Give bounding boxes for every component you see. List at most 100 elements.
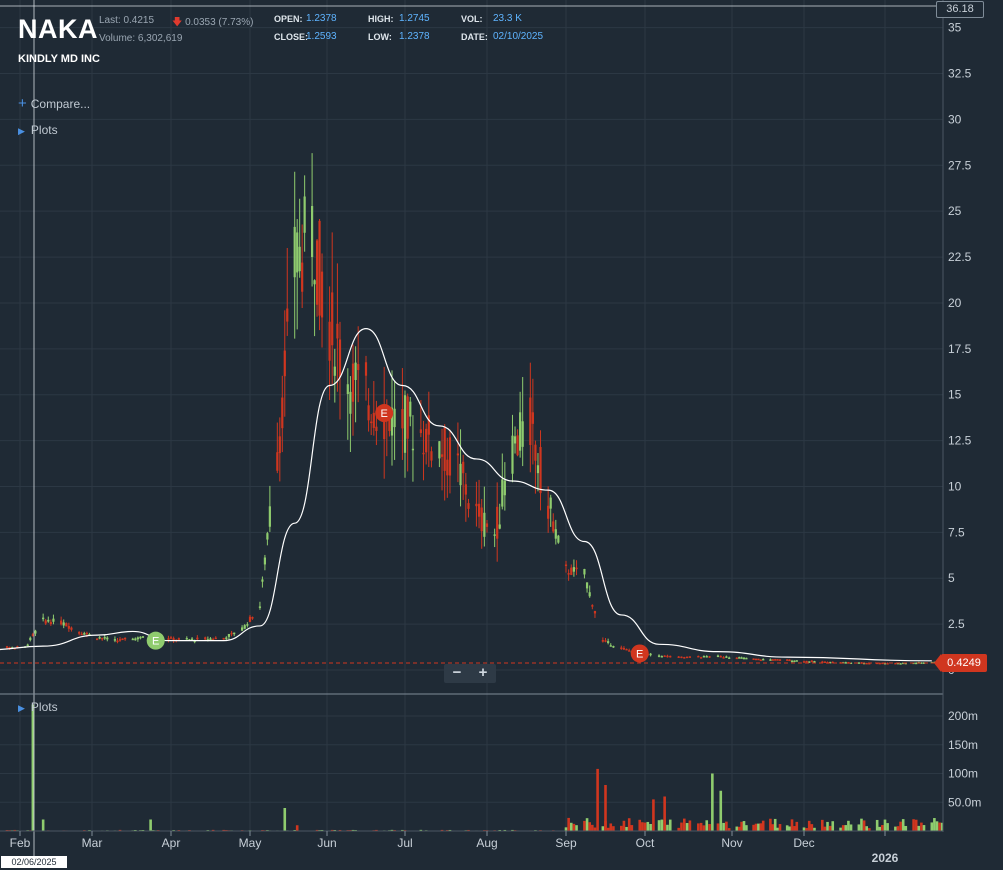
- candle-body: [483, 512, 486, 537]
- candle-body: [622, 647, 626, 650]
- volume-bar: [630, 825, 634, 831]
- candle-body: [521, 421, 524, 447]
- candle-body: [604, 640, 607, 642]
- volume-info: Volume: 6,302,619: [99, 33, 183, 44]
- candle-body: [462, 461, 465, 474]
- volume-bar: [467, 829, 470, 831]
- earnings-marker[interactable]: E: [375, 404, 394, 423]
- volume-bar: [677, 827, 680, 831]
- candle-body: [196, 637, 199, 640]
- volume-tick-label: 100m: [948, 767, 978, 781]
- candle-body: [118, 639, 122, 641]
- candle-body: [669, 655, 672, 658]
- earnings-marker-circle[interactable]: [375, 404, 394, 423]
- candle-body: [915, 662, 918, 665]
- candle-body: [318, 220, 321, 316]
- volume-tick-label: 150m: [948, 738, 978, 752]
- candle-body: [516, 435, 519, 456]
- volume-bar: [572, 823, 576, 831]
- lower-plots-toggle[interactable]: ▶ Plots: [18, 700, 58, 714]
- volume-bar: [320, 829, 324, 831]
- volume-bar: [646, 821, 650, 831]
- candle-body: [169, 637, 173, 639]
- earnings-marker-circle[interactable]: [630, 644, 649, 663]
- candle-body: [383, 406, 386, 440]
- earnings-marker-circle[interactable]: [146, 631, 165, 650]
- volume-bar: [883, 819, 887, 831]
- change-value: 0.0353 (7.73%): [185, 17, 254, 28]
- candle-body: [628, 650, 631, 652]
- candle-body: [354, 362, 357, 381]
- volume-bar: [719, 790, 723, 831]
- candle-body: [403, 395, 407, 453]
- candle-body: [303, 196, 306, 233]
- candle-body: [810, 660, 813, 663]
- candle-body: [620, 647, 623, 649]
- candle-body: [116, 640, 119, 643]
- plots-label: Plots: [30, 123, 58, 137]
- volume-bar: [790, 819, 794, 831]
- candle-body: [572, 567, 575, 572]
- x-tick-label: Dec: [793, 836, 814, 850]
- volume-bar: [351, 829, 355, 831]
- volume-bar: [663, 796, 666, 831]
- earnings-marker[interactable]: E: [146, 631, 165, 650]
- volume-bar: [810, 824, 814, 831]
- volume-bar: [805, 828, 808, 831]
- plots-toggle[interactable]: ▶ Plots: [18, 123, 58, 137]
- earnings-markers[interactable]: E E E: [146, 404, 649, 663]
- earnings-marker-label: E: [636, 648, 643, 660]
- volume-bar: [745, 825, 748, 831]
- zoom-in-button[interactable]: +: [478, 664, 488, 681]
- volume-bar: [757, 823, 760, 831]
- candle-body: [896, 662, 900, 665]
- volume-bar: [708, 824, 711, 831]
- volume-bar: [940, 822, 944, 831]
- candle-body: [459, 463, 462, 486]
- y-tick-label: 32.5: [948, 67, 972, 81]
- compare-button[interactable]: + Compare...: [18, 95, 90, 112]
- earnings-marker[interactable]: E: [630, 644, 649, 663]
- y-tick-label: 12.5: [948, 434, 972, 448]
- candle-body: [409, 401, 412, 417]
- candle-body: [567, 573, 570, 575]
- volume-bar: [627, 818, 631, 831]
- candle-body: [367, 405, 370, 421]
- candle-body: [241, 627, 244, 631]
- volume-bar: [725, 821, 728, 831]
- candle-body: [808, 661, 811, 663]
- candle-body: [261, 579, 264, 582]
- candle-body: [771, 659, 774, 661]
- volume-bar: [638, 819, 642, 831]
- candle-body: [757, 658, 760, 661]
- candle-body: [446, 459, 449, 476]
- candle-body: [849, 662, 853, 665]
- candle-body: [204, 637, 207, 640]
- candle-body: [719, 656, 722, 658]
- candle-body: [16, 646, 19, 648]
- candle-body: [745, 657, 748, 660]
- volume-bar: [847, 820, 850, 831]
- volume-bar: [868, 828, 871, 831]
- grid: [0, 0, 943, 831]
- candle-body: [121, 638, 124, 640]
- volume-bar: [785, 825, 789, 831]
- candle-body: [243, 625, 246, 629]
- candle-body: [124, 637, 127, 640]
- candle-body: [708, 656, 711, 658]
- volume-bar: [596, 768, 599, 831]
- candle-body: [443, 427, 446, 471]
- y-tick-label: 27.5: [948, 158, 972, 172]
- candle-body: [857, 662, 860, 664]
- candle-body: [790, 660, 794, 663]
- x-tick-label: Jun: [317, 836, 336, 850]
- volume-bar: [601, 826, 605, 831]
- candle-body: [821, 661, 824, 664]
- x-tick-label: Mar: [82, 836, 103, 850]
- candle-body: [697, 655, 700, 658]
- x-tick-label: Jul: [397, 836, 412, 850]
- zoom-out-button[interactable]: −: [452, 664, 462, 681]
- volume-bar: [894, 826, 897, 831]
- volume-bar: [641, 822, 644, 831]
